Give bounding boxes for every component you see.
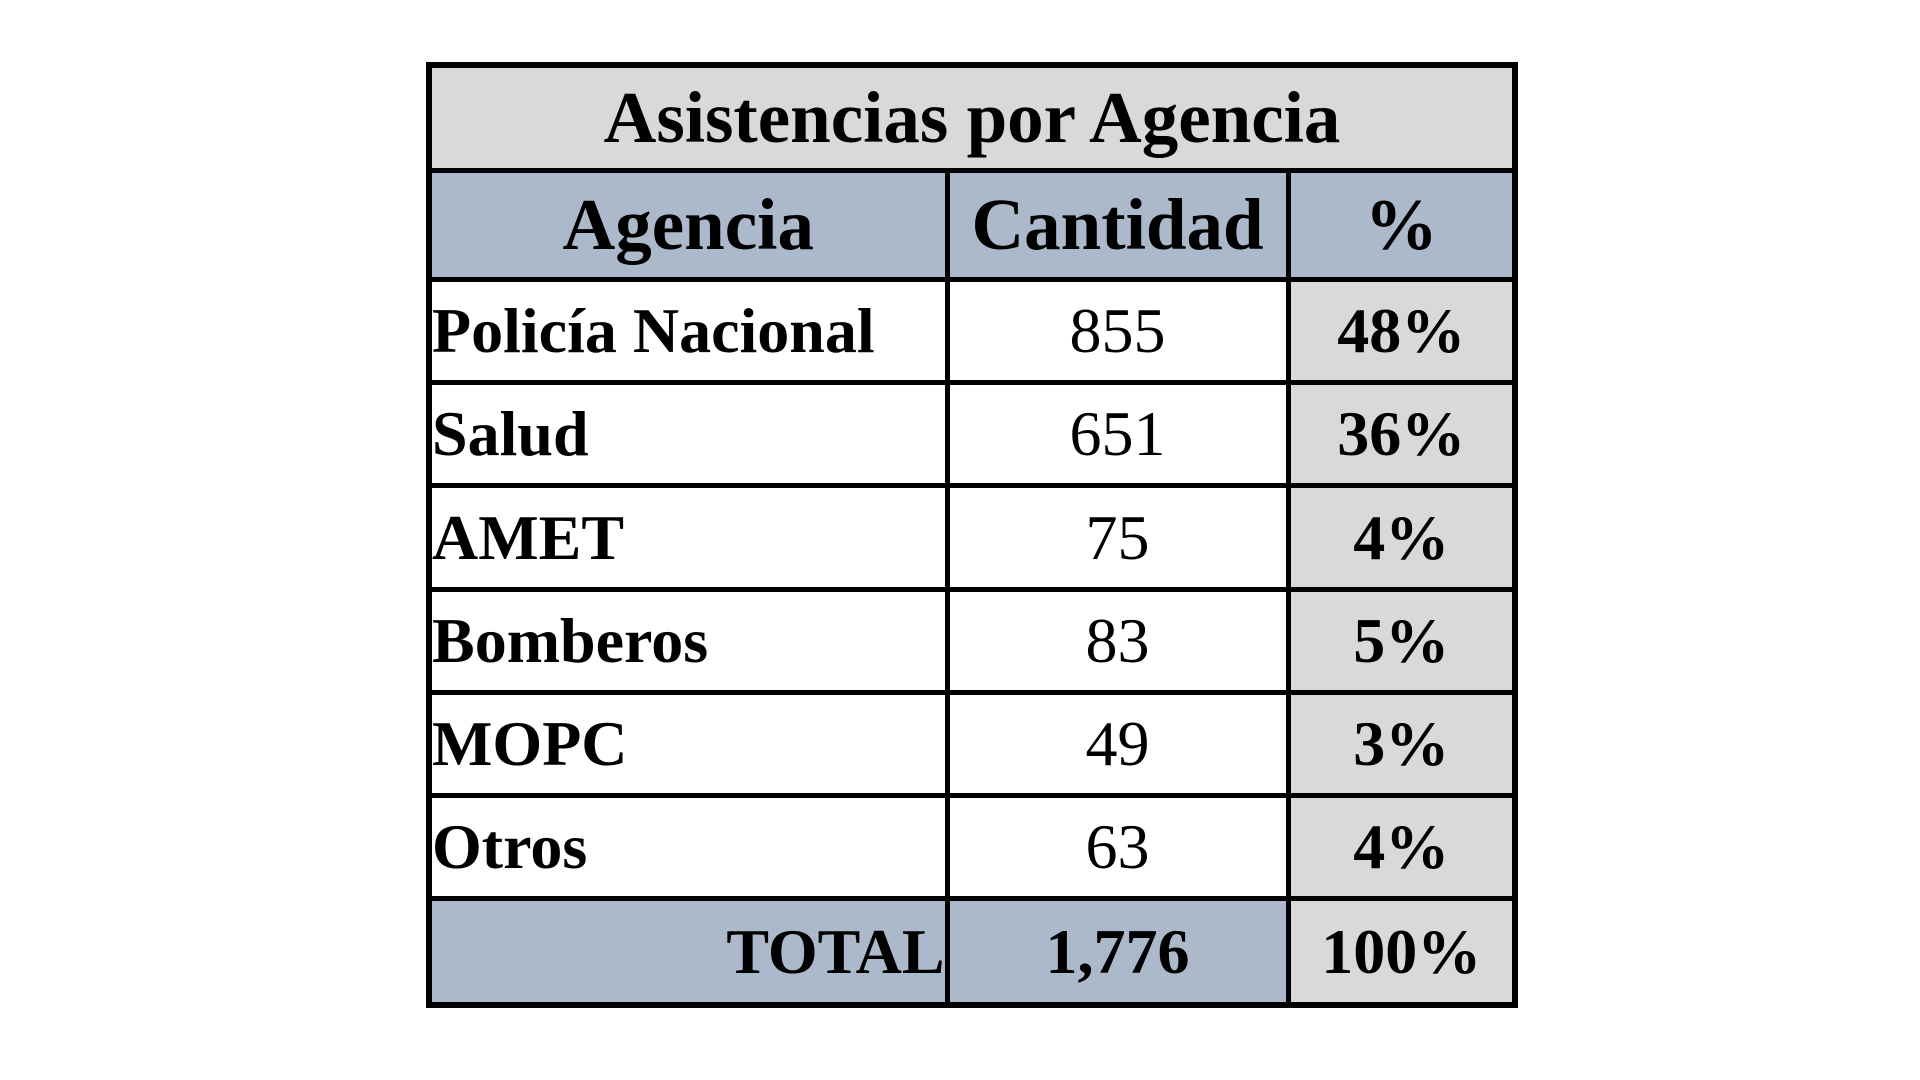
total-label: TOTAL [426,896,950,1008]
column-header-agencia: Agencia [426,167,950,283]
percent-cell: 3% [1285,689,1518,798]
agencia-cell: Otros [426,792,950,902]
cantidad-cell: 63 [944,792,1291,902]
asistencias-por-agencia-table: Asistencias por Agencia Agencia Cantidad… [426,62,1518,1008]
percent-cell: 4% [1285,483,1518,592]
cantidad-cell: 49 [944,689,1291,798]
percent-cell: 5% [1285,586,1518,695]
table-total-row: TOTAL 1,776 100% [426,896,1518,1008]
cantidad-cell: 83 [944,586,1291,695]
percent-cell: 4% [1285,792,1518,902]
table-row-mopc: MOPC 49 3% [426,689,1518,798]
total-percent: 100% [1285,896,1518,1008]
percent-cell: 36% [1285,380,1518,489]
agencia-cell: MOPC [426,689,950,798]
cantidad-cell: 75 [944,483,1291,592]
table-header-row: Agencia Cantidad % [426,167,1518,283]
table-title-row: Asistencias por Agencia [426,62,1518,173]
agencia-cell: Bomberos [426,586,950,695]
table-row-bomberos: Bomberos 83 5% [426,586,1518,695]
agencia-cell: AMET [426,483,950,592]
cantidad-cell: 651 [944,380,1291,489]
column-header-percent: % [1285,167,1518,283]
table-title: Asistencias por Agencia [426,62,1518,173]
table-row-salud: Salud 651 36% [426,380,1518,489]
table-row-amet: AMET 75 4% [426,483,1518,592]
table-row-otros: Otros 63 4% [426,792,1518,902]
agencia-cell: Policía Nacional [426,277,950,386]
total-cantidad: 1,776 [944,896,1291,1008]
column-header-cantidad: Cantidad [944,167,1291,283]
percent-cell: 48% [1285,277,1518,386]
agencia-cell: Salud [426,380,950,489]
cantidad-cell: 855 [944,277,1291,386]
table-row-policia-nacional: Policía Nacional 855 48% [426,277,1518,386]
